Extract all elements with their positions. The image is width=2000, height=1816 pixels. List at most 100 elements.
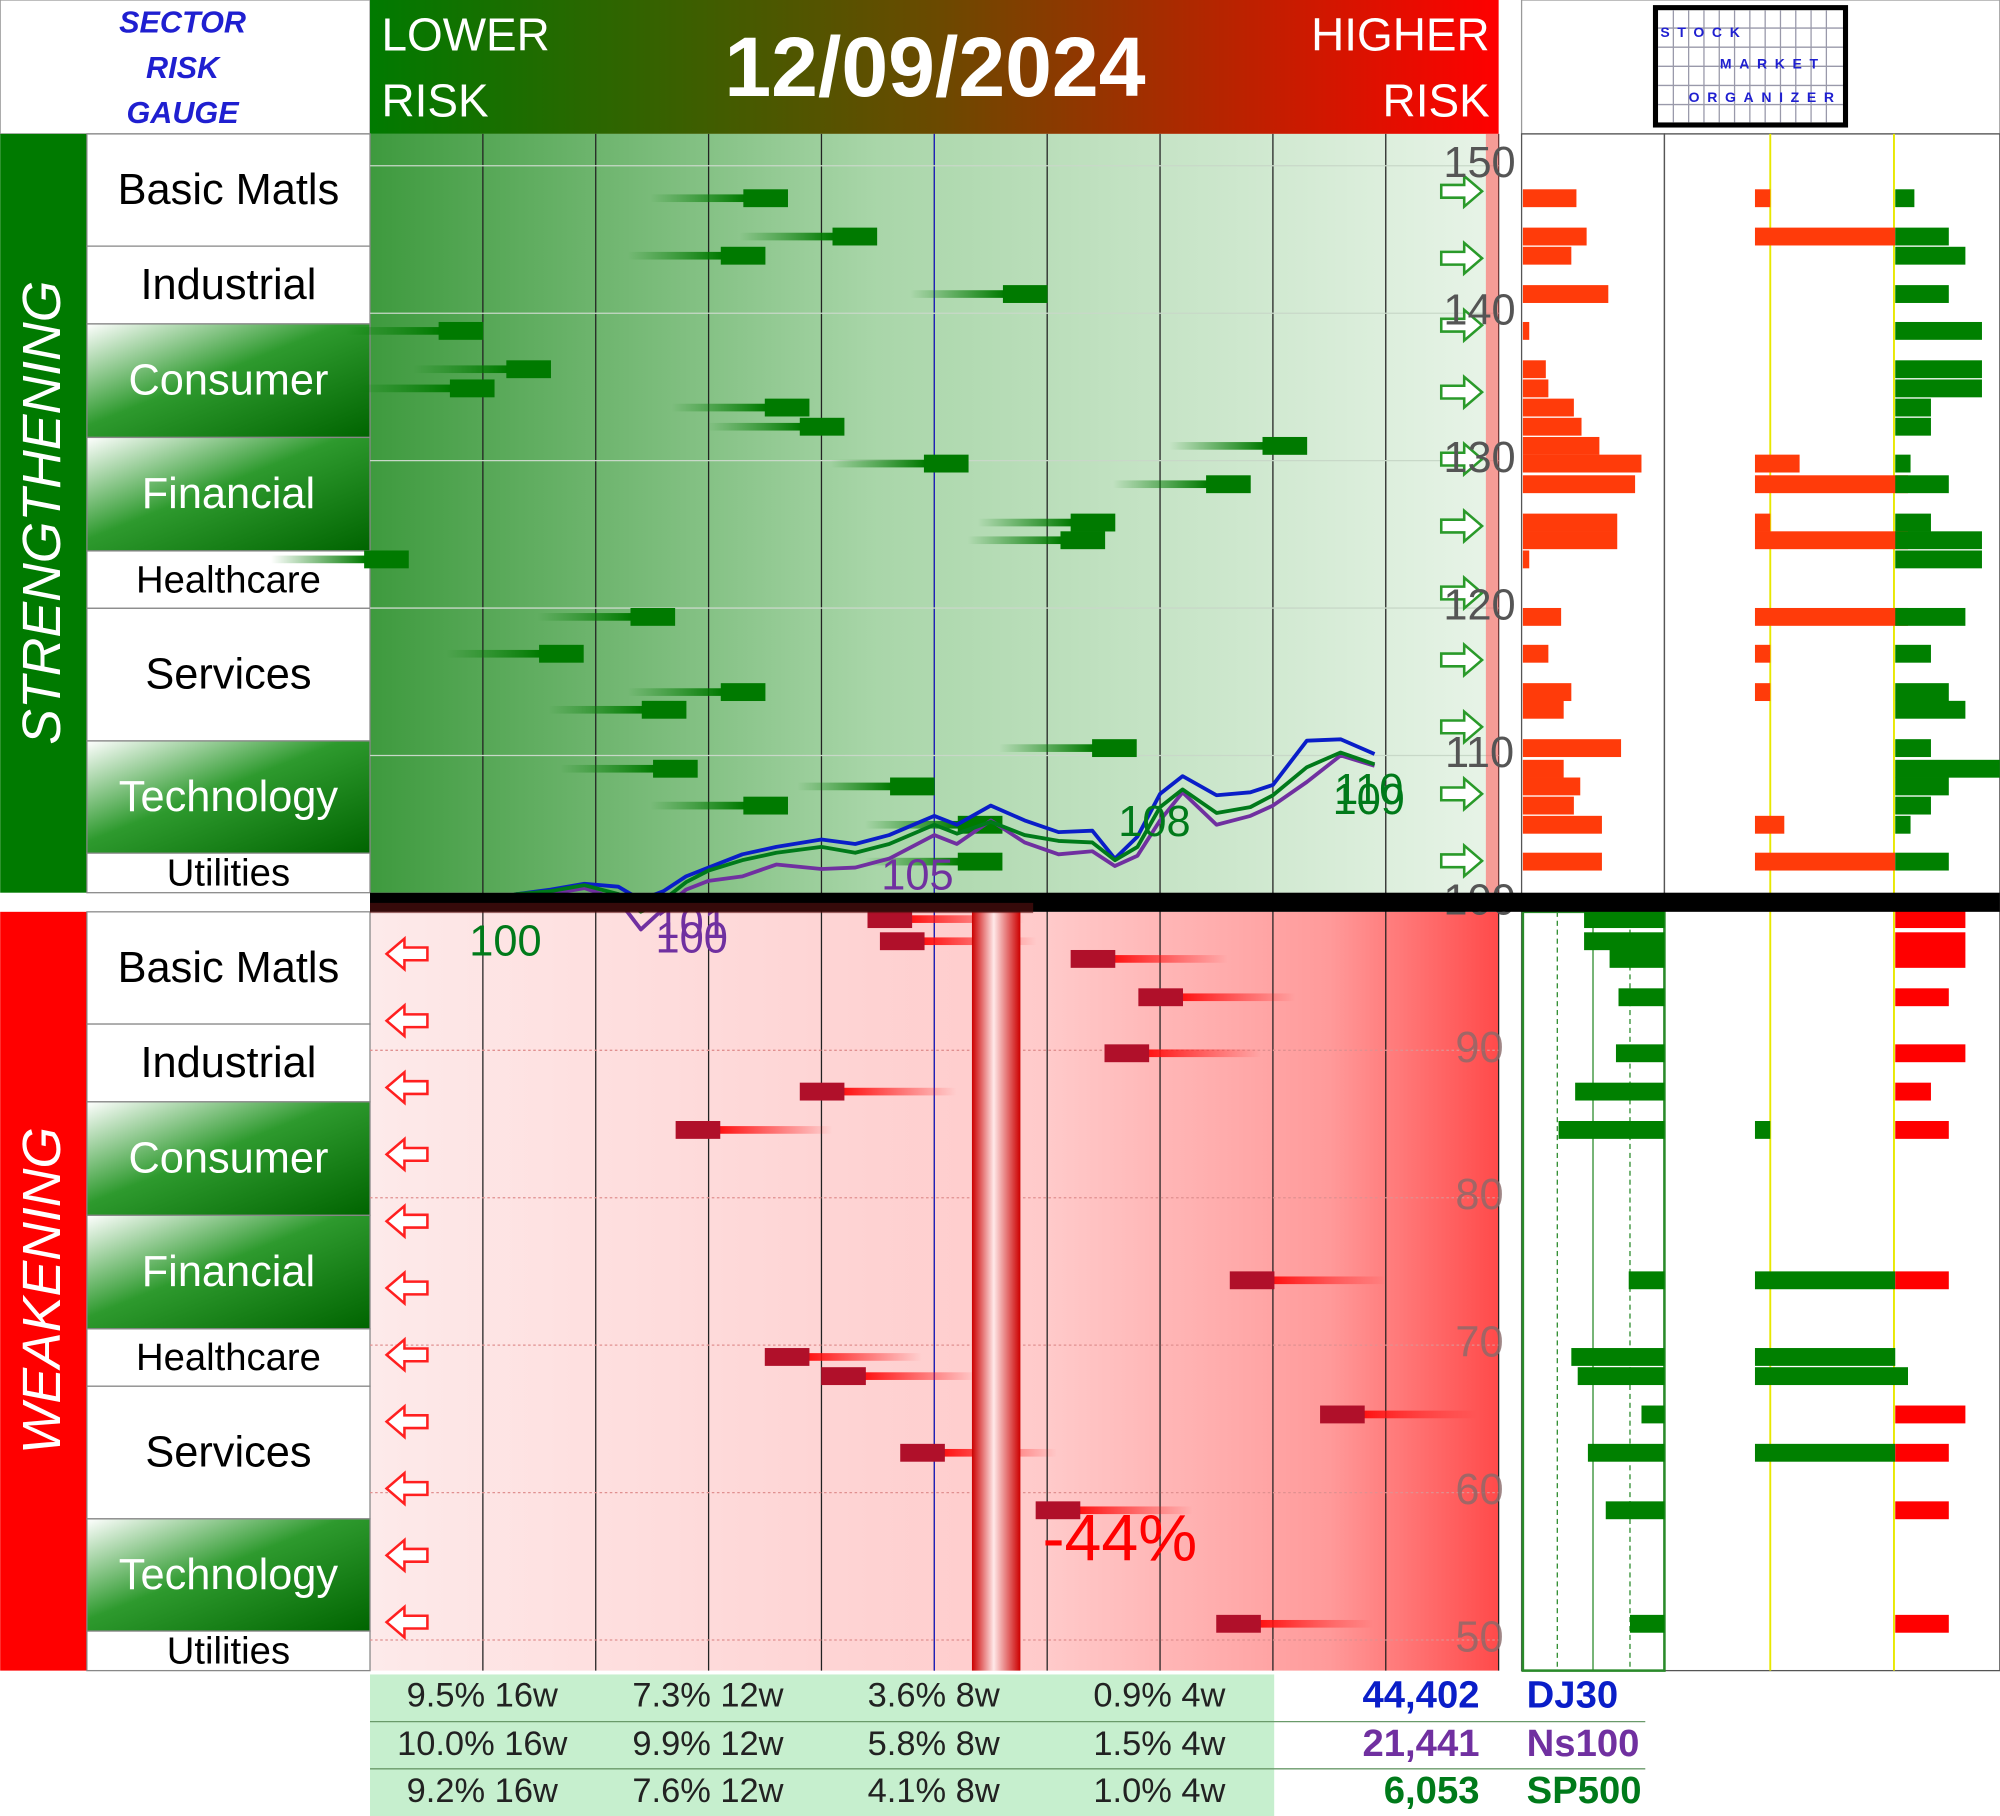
sector-label: Consumer [128,1135,328,1183]
arrow-right [1439,708,1485,745]
side-bar [1522,644,1549,663]
dash-mark [1216,1614,1261,1633]
arrow-left [384,1604,429,1641]
side-bar [1895,777,1949,796]
side-bar [1895,815,1911,834]
side-bar [1641,1405,1665,1424]
higher-risk-label: HIGHER [1311,8,1490,60]
side-bar [1615,1044,1665,1063]
dash-mark [764,398,810,417]
sector-label: Technology [119,773,339,821]
dash-mark [364,550,409,569]
side-bar [1895,454,1911,473]
y-tick-label: 50 [1455,1613,1503,1661]
dash-trail [559,764,655,773]
side-bar [1609,949,1665,968]
side-bar [1522,321,1530,340]
section-title: WEAKENING [13,1127,72,1454]
side-bar [1754,475,1908,494]
side-bar [1754,531,1908,550]
arrow-right [1439,574,1485,612]
dash-trail [1180,993,1296,1002]
arrow-left [384,1069,429,1106]
logo-text: MARKET [1720,56,1826,72]
dash-mark [449,379,495,398]
line-annotation: 100 [469,918,541,966]
footer-cell: 4.1% 8w [868,1772,1000,1810]
side-bar [1895,949,1966,968]
side-bar [1895,398,1931,417]
arrow-right [1439,240,1485,277]
sector-label: Basic Matls [118,944,340,992]
sector-label: Utilities [167,852,290,895]
side-bar [1522,436,1600,455]
side-bar [1618,988,1665,1007]
index-line [482,753,1376,932]
dash-mark [799,417,845,436]
dash-trail [739,232,834,241]
side-bar [1522,607,1562,626]
side-bar [1895,683,1949,702]
sector-cell [86,740,371,854]
dash-mark [832,227,878,246]
side-bar [1895,417,1931,436]
section-band [0,911,87,1671]
dash-trail [1112,480,1208,489]
side-bar [1522,379,1549,398]
side-bar [1754,1443,1896,1462]
sector-label: Utilities [167,1630,290,1673]
sector-label: Financial [142,470,315,518]
dash-mark [641,700,687,719]
side-bar [1754,189,1771,208]
arrow-right [1439,507,1485,545]
side-bar [1754,454,1800,473]
side-bar [1895,932,1966,951]
dash-mark [653,759,698,778]
drawdown-strip [971,905,1021,1671]
logo-grid [1658,10,1843,123]
side-bar [1754,1271,1896,1290]
footer-cell: 1.0% 4w [1093,1772,1225,1810]
sector-cell [86,436,371,552]
sector-label: Healthcare [136,558,321,601]
sector-label: Technology [119,1551,339,1599]
dash-trail [717,1126,833,1134]
footer-value: 21,441 [1363,1722,1480,1765]
side-bar [1754,1367,1908,1386]
sector-label: Consumer [128,357,328,405]
side-bar [1895,1443,1949,1462]
dash-trail [548,705,644,714]
dash-trail [998,744,1094,752]
dash-trail [830,459,926,468]
side-bar [1754,852,1896,871]
divider-shadow [370,902,1034,914]
footer-name: Ns100 [1527,1722,1640,1765]
dash-trail [1146,1049,1262,1058]
dash-mark [675,1121,721,1139]
dash-trail [1362,1410,1477,1419]
higher-risk-label: RISK [1383,75,1491,127]
side-bar [1522,227,1587,246]
y-tick-label: 130 [1443,434,1515,482]
dash-mark [539,644,584,663]
dash-trail [841,1087,957,1096]
side-bar [1895,1082,1931,1101]
gauge-title: RISK [146,51,221,85]
side-bar [1587,1443,1665,1462]
side-bar [1575,1082,1665,1101]
arrow-right [1439,641,1485,679]
dash-mark [743,796,788,815]
side-bar [1895,988,1949,1007]
side-bar [1895,475,1949,494]
sector-cell [86,1385,371,1520]
dash-mark [900,1443,945,1462]
side-bar [1522,796,1574,815]
dash-mark [630,607,676,626]
dash-trail [864,857,960,866]
y-tick-label: 120 [1443,582,1515,630]
side-bar [1895,1271,1949,1290]
side-bar [1754,815,1785,834]
dash-trail [706,422,802,431]
dash-mark [438,321,484,340]
